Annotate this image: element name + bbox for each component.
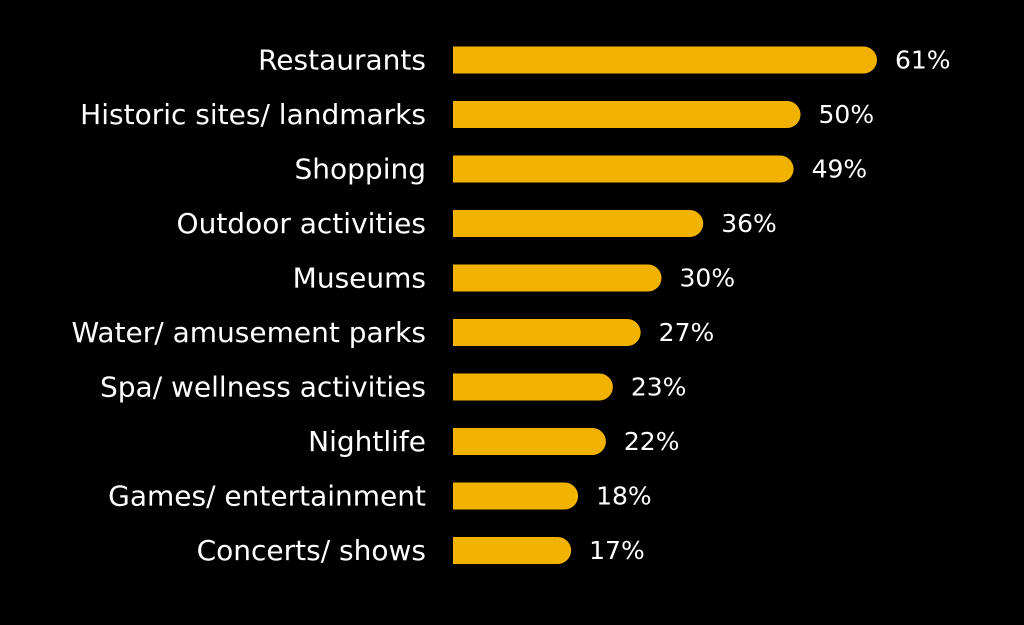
bar-left-edge bbox=[453, 319, 480, 346]
value-label: 22% bbox=[624, 427, 680, 456]
value-label: 49% bbox=[812, 155, 868, 184]
bar bbox=[453, 319, 641, 346]
value-label: 23% bbox=[631, 373, 687, 402]
bar bbox=[453, 210, 704, 237]
bar bbox=[453, 482, 579, 510]
bar bbox=[453, 537, 572, 564]
bar-left-edge bbox=[453, 537, 480, 564]
bar-left-edge bbox=[453, 373, 480, 401]
category-labels-group: Restaurants Historic sites/ landmarks Shop… bbox=[72, 44, 427, 568]
value-labels-group: 61% 50% 49% 36% 30% 27% 23% 22% 18% 17% bbox=[589, 46, 950, 566]
category-label: Nightlife bbox=[308, 425, 426, 458]
bar-left-edge bbox=[453, 155, 480, 183]
category-label: Restaurants bbox=[258, 44, 426, 77]
category-label: Historic sites/ landmarks bbox=[80, 98, 426, 131]
bar-left-edge bbox=[453, 101, 480, 128]
category-label: Water/ amusement parks bbox=[72, 316, 426, 349]
category-label: Games/ entertainment bbox=[108, 480, 426, 513]
bar bbox=[453, 46, 877, 74]
bar-left-edge bbox=[453, 264, 480, 292]
category-label: Outdoor activities bbox=[177, 207, 426, 240]
bar-left-edge bbox=[453, 428, 480, 455]
value-label: 30% bbox=[680, 264, 736, 293]
bars-group bbox=[453, 46, 877, 564]
value-label: 36% bbox=[721, 209, 777, 238]
bar-left-edge bbox=[453, 46, 480, 74]
bar bbox=[453, 428, 606, 455]
bar-left-edge bbox=[453, 210, 480, 237]
value-label: 61% bbox=[895, 46, 951, 75]
category-label: Museums bbox=[293, 262, 426, 295]
bar-left-edge bbox=[453, 482, 480, 510]
category-label: Shopping bbox=[295, 153, 427, 186]
category-label: Concerts/ shows bbox=[197, 534, 426, 567]
value-label: 17% bbox=[589, 536, 645, 565]
bar bbox=[453, 101, 801, 128]
category-label: Spa/ wellness activities bbox=[100, 371, 426, 404]
value-label: 18% bbox=[596, 482, 652, 511]
value-label: 50% bbox=[819, 100, 875, 129]
bar bbox=[453, 264, 662, 292]
bar bbox=[453, 373, 613, 401]
bar bbox=[453, 155, 794, 183]
value-label: 27% bbox=[659, 318, 715, 347]
